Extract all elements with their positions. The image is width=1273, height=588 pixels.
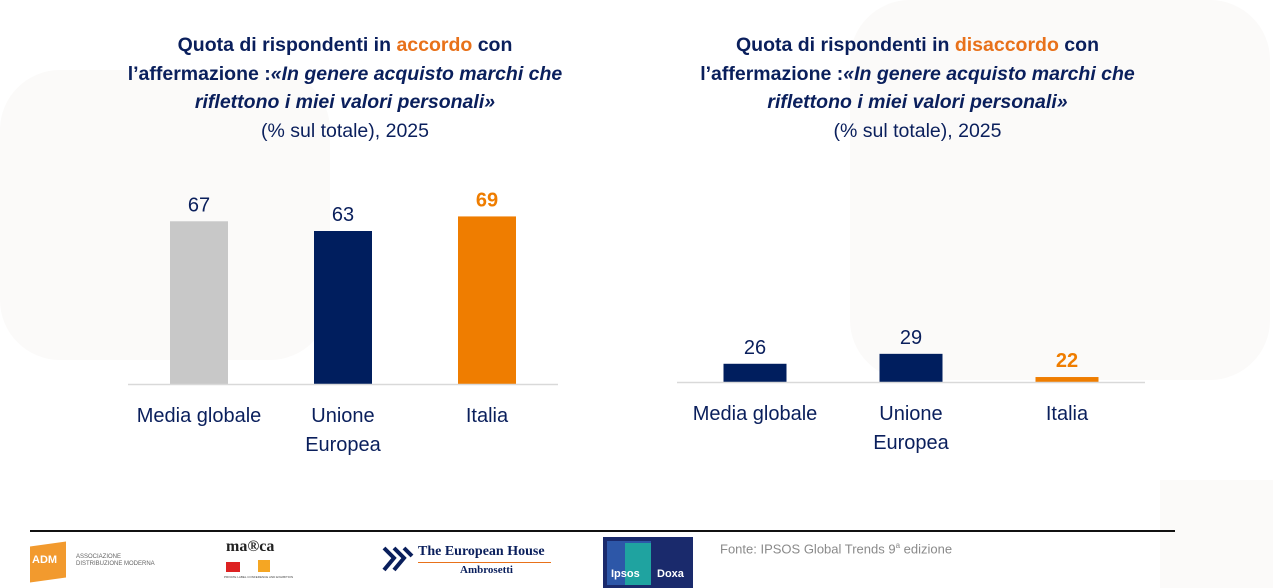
title-text: con bbox=[472, 34, 513, 56]
source-text: edizione bbox=[900, 541, 953, 557]
bar-unione-europea bbox=[314, 231, 372, 384]
title-quote: «In genere acquisto marchi che bbox=[270, 62, 563, 85]
title-text: Quota di rispondenti in bbox=[177, 34, 397, 56]
title-quote: riflettono i miei valori personali» bbox=[194, 91, 496, 113]
background-shape bbox=[1160, 480, 1273, 588]
data-label: 29 bbox=[900, 327, 922, 349]
bar-italia bbox=[458, 216, 516, 384]
title-highlight: accordo bbox=[396, 34, 473, 56]
source-note: Fonte: IPSOS Global Trends 9a edizione bbox=[720, 541, 952, 556]
adm-logo-line1: ASSOCIAZIONE bbox=[76, 554, 122, 560]
category-label: Media globale bbox=[137, 405, 262, 427]
source-text: Fonte: IPSOS Global Trends 9 bbox=[720, 541, 896, 557]
title-text: l’affermazione : bbox=[700, 62, 844, 85]
chart-title-disaccordo: Quota di rispondenti in disaccordo con l… bbox=[665, 31, 1170, 145]
marca-sub-mark bbox=[258, 560, 270, 572]
title-subtitle: (% sul totale), 2025 bbox=[833, 119, 1002, 142]
adm-logo-line2: DISTRIBUZIONE MODERNA bbox=[76, 561, 155, 567]
category-label: Europea bbox=[873, 432, 949, 454]
title-quote: «In genere acquisto marchi che bbox=[843, 62, 1135, 85]
ipsos-logo-text: Ipsos bbox=[611, 568, 640, 580]
data-label: 22 bbox=[1056, 350, 1078, 372]
title-quote: riflettono i miei valori personali» bbox=[767, 91, 1068, 113]
bar-italia bbox=[1035, 377, 1099, 382]
bar-media-globale bbox=[723, 363, 787, 382]
teha-logo-line1: The European House bbox=[418, 544, 545, 559]
bar-unione-europea bbox=[879, 353, 943, 382]
data-label: 26 bbox=[744, 337, 766, 359]
ambrosetti-mark-icon bbox=[382, 546, 414, 572]
teha-logo-line2: Ambrosetti bbox=[460, 564, 513, 576]
category-label: Italia bbox=[1046, 403, 1089, 425]
teha-underline bbox=[418, 562, 551, 563]
title-subtitle: (% sul totale), 2025 bbox=[260, 119, 429, 142]
footer-divider bbox=[30, 530, 1175, 532]
background-shape bbox=[0, 70, 330, 360]
source-superscript: a bbox=[895, 541, 901, 550]
chart-title-accordo: Quota di rispondenti in accordo con l’af… bbox=[100, 31, 590, 145]
adm-logo-text: ADM bbox=[32, 554, 58, 566]
category-label: Italia bbox=[466, 405, 509, 427]
category-label: Media globale bbox=[693, 403, 818, 425]
title-text: con bbox=[1058, 34, 1099, 56]
title-text: l’affermazione : bbox=[127, 62, 271, 85]
category-label: Unione bbox=[879, 403, 942, 425]
title-text: Quota di rispondenti in bbox=[736, 34, 955, 56]
marca-logo-sub: PRIVATE LABEL CONFERENCE AND EXHIBITION bbox=[224, 575, 294, 579]
ipsos-doxa-logo: Ipsos Doxa bbox=[603, 537, 693, 588]
marca-logo-text: ma®ca bbox=[226, 538, 275, 555]
data-label: 69 bbox=[476, 189, 498, 211]
ipsos-teal-mark bbox=[625, 543, 651, 585]
category-label: Unione bbox=[311, 405, 374, 427]
data-label: 67 bbox=[188, 194, 210, 216]
doxa-logo-text: Doxa bbox=[657, 568, 684, 580]
european-house-ambrosetti-logo: The European House Ambrosetti bbox=[380, 542, 555, 578]
marca-logo: ma®ca PRIVATE LABEL CONFERENCE AND EXHIB… bbox=[224, 538, 304, 584]
adm-logo: ADM ASSOCIAZIONE DISTRIBUZIONE MODERNA bbox=[28, 540, 158, 584]
background-shape bbox=[850, 0, 1270, 380]
data-label: 63 bbox=[332, 204, 354, 226]
bologna-fiere-mark bbox=[226, 562, 240, 572]
bar-media-globale bbox=[170, 221, 228, 384]
category-label: Europea bbox=[305, 434, 381, 456]
title-highlight: disaccordo bbox=[954, 34, 1059, 56]
